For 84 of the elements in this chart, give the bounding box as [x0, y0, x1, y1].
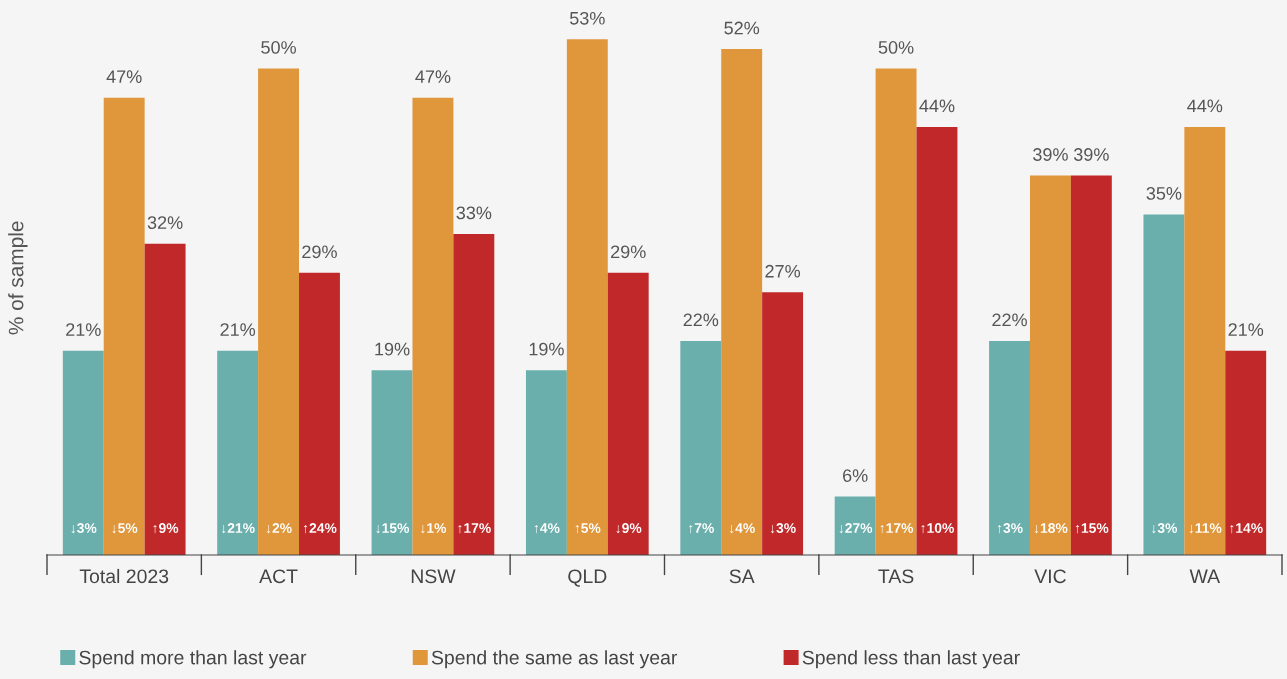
annotation: ↓5%: [112, 523, 138, 534]
x-tick-label: ACT: [259, 569, 298, 584]
data-label: 21%: [220, 323, 256, 336]
data-label: 22%: [992, 313, 1027, 327]
x-tick-label: WA: [1189, 569, 1221, 583]
annotation: ↓3%: [71, 523, 97, 534]
annotation: ↓1%: [421, 523, 447, 534]
data-label: 52%: [724, 21, 760, 35]
data-label: 6%: [843, 469, 868, 482]
data-label: 29%: [302, 245, 337, 259]
bar: [1143, 214, 1185, 555]
bar: [525, 370, 567, 555]
bar: [412, 97, 454, 555]
data-label: 44%: [1187, 99, 1223, 113]
bar: [721, 49, 763, 555]
annotation: ↑17%: [458, 523, 491, 534]
annotation: ↓3%: [770, 523, 796, 534]
bar: [371, 370, 413, 555]
annotation: ↓3%: [1152, 523, 1178, 534]
bar: [875, 68, 917, 555]
annotation: ↑14%: [1230, 523, 1263, 534]
bar: [762, 292, 804, 555]
bar: [103, 97, 145, 555]
x-tick-label: SA: [729, 569, 755, 584]
data-label: 29%: [611, 245, 646, 259]
annotation: ↓2%: [266, 523, 292, 534]
data-label: 50%: [261, 41, 296, 54]
data-label: 33%: [456, 206, 492, 220]
data-label: 39%: [1073, 148, 1109, 161]
data-label: 21%: [1228, 323, 1264, 336]
bar: [1184, 126, 1226, 555]
data-label: 50%: [878, 41, 914, 54]
y-axis-title: % of sample: [8, 221, 28, 335]
annotation: ↑4%: [534, 523, 560, 534]
annotation: ↑17%: [880, 523, 914, 534]
bar: [217, 350, 259, 555]
bar: [1225, 350, 1267, 555]
bar: [566, 39, 608, 555]
annotation: ↓21%: [222, 523, 255, 534]
bar: [916, 126, 958, 555]
annotation: ↑10%: [921, 523, 954, 534]
bar: [62, 350, 104, 555]
annotation: ↑5%: [575, 523, 601, 534]
data-label: 22%: [683, 313, 719, 327]
annotation: ↑9%: [153, 523, 179, 534]
annotation: ↑15%: [1075, 523, 1109, 534]
data-label: 47%: [415, 70, 451, 83]
data-label: 19%: [529, 342, 564, 356]
legend-label: Spend more than last year: [79, 650, 307, 669]
data-label: 19%: [375, 342, 410, 356]
annotation: ↑24%: [303, 523, 337, 534]
x-tick-label: TAS: [878, 569, 914, 584]
data-label: 47%: [106, 70, 142, 83]
bar: [680, 340, 722, 555]
data-label: 27%: [765, 264, 801, 278]
data-label: 39%: [1033, 148, 1068, 161]
x-tick-label: Total 2023: [79, 568, 169, 584]
annotation: ↑3%: [997, 523, 1023, 534]
bar: [1070, 175, 1112, 555]
data-label: 44%: [919, 99, 955, 113]
bar: [989, 340, 1030, 555]
annotation: ↓18%: [1034, 523, 1068, 534]
annotation: ↑7%: [689, 523, 714, 534]
annotation: ↓27%: [839, 523, 873, 534]
bar: [144, 243, 186, 555]
x-tick-label: QLD: [568, 569, 607, 587]
data-label: 35%: [1146, 187, 1182, 200]
data-label: 53%: [569, 11, 605, 25]
bar: [1029, 175, 1071, 555]
legend-label: Spend the same as last year: [431, 650, 678, 669]
bar: [299, 272, 340, 555]
bar: [607, 272, 649, 555]
annotation: ↓4%: [730, 523, 755, 534]
x-tick-label: NSW: [411, 569, 456, 584]
x-tick-label: VIC: [1034, 569, 1066, 584]
legend-label: Spend less than last year: [802, 650, 1020, 669]
annotation: ↓9%: [616, 523, 642, 534]
bar: [453, 233, 495, 555]
data-label: 32%: [147, 216, 183, 229]
bar: [834, 496, 876, 555]
data-label: 21%: [66, 323, 101, 336]
annotation: ↓11%: [1189, 523, 1222, 534]
bar: [258, 68, 300, 555]
annotation: ↓15%: [376, 523, 410, 534]
